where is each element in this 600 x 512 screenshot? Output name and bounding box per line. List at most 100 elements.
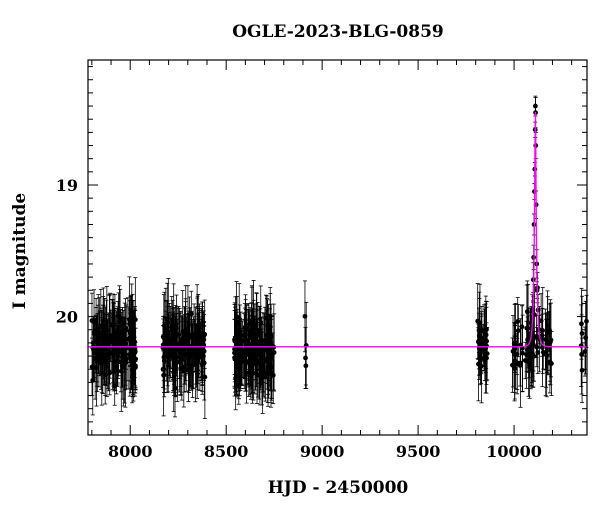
data-marker [89, 318, 95, 324]
data-marker [255, 328, 261, 334]
data-marker [113, 346, 119, 352]
data-point [111, 308, 117, 364]
data-point [252, 315, 258, 395]
data-marker [233, 349, 239, 354]
data-marker [123, 327, 129, 333]
data-point [101, 336, 107, 385]
data-marker [122, 352, 128, 357]
data-marker [110, 322, 116, 328]
data-marker [161, 372, 167, 378]
data-point [237, 328, 243, 385]
data-point [202, 335, 208, 419]
data-point [519, 305, 525, 349]
data-marker [132, 317, 138, 323]
data-point [524, 284, 530, 372]
data-marker [302, 313, 308, 319]
data-point [107, 294, 112, 385]
data-points [89, 95, 589, 419]
data-marker [198, 353, 204, 359]
data-marker [534, 344, 540, 350]
data-point [234, 311, 240, 365]
data-point [260, 349, 266, 393]
data-marker [548, 337, 554, 343]
data-point [534, 326, 540, 368]
data-marker [164, 331, 170, 337]
data-marker [188, 366, 193, 372]
data-marker [232, 355, 237, 361]
data-point [177, 307, 182, 393]
data-marker [303, 363, 309, 369]
x-tick-label: 8500 [204, 442, 249, 461]
data-marker [582, 349, 588, 354]
data-marker [178, 340, 184, 346]
data-marker [107, 336, 112, 342]
data-marker [128, 356, 134, 361]
plot-frame [87, 59, 588, 436]
data-point [232, 318, 237, 397]
data-marker [130, 335, 135, 341]
data-marker [543, 351, 549, 357]
data-marker [111, 333, 117, 339]
data-point [303, 346, 309, 386]
data-marker [266, 354, 272, 360]
data-point [483, 300, 489, 370]
data-marker [161, 355, 167, 361]
data-marker [132, 347, 138, 353]
data-marker [234, 335, 240, 341]
data-point [579, 337, 585, 403]
y-axis-label: I magnitude [10, 192, 30, 310]
data-marker [266, 359, 272, 364]
data-marker [547, 360, 553, 366]
data-marker [101, 358, 107, 364]
data-point [259, 328, 264, 386]
data-marker [92, 356, 98, 362]
x-tick-label: 10000 [486, 442, 542, 461]
data-marker [160, 366, 166, 372]
data-marker [520, 350, 525, 356]
x-axis-label: HJD - 2450000 [267, 478, 409, 498]
data-marker [99, 323, 105, 329]
x-tick-label: 9500 [396, 442, 441, 461]
data-point [515, 297, 521, 346]
data-marker [96, 334, 102, 340]
data-point [524, 280, 530, 343]
data-marker [253, 370, 258, 376]
data-marker [237, 354, 243, 359]
data-marker [90, 377, 96, 383]
data-marker [530, 351, 535, 357]
data-point [118, 309, 123, 373]
data-marker [118, 338, 123, 344]
data-point [96, 297, 102, 377]
data-marker [579, 367, 585, 373]
data-point [478, 326, 484, 375]
data-point [582, 326, 588, 377]
data-marker [525, 347, 531, 353]
data-point [530, 331, 535, 377]
data-point [253, 356, 258, 391]
data-marker [260, 374, 266, 379]
data-point [525, 331, 531, 369]
data-point [94, 315, 100, 387]
data-marker [243, 332, 248, 338]
data-marker [198, 337, 204, 343]
data-marker [524, 309, 530, 315]
data-marker [167, 353, 173, 359]
data-point [545, 290, 550, 376]
data-point [160, 350, 166, 388]
data-marker [94, 348, 100, 354]
data-point [239, 336, 245, 386]
data-marker [194, 326, 200, 332]
data-point [182, 308, 188, 358]
data-marker [259, 354, 264, 360]
data-point [122, 323, 128, 386]
y-tick-label: 19 [56, 176, 78, 195]
chart-title: OGLE-2023-BLG-0859 [232, 22, 444, 42]
data-point [164, 306, 170, 362]
data-point [130, 313, 135, 362]
data-marker [512, 366, 517, 371]
data-marker [123, 356, 129, 362]
data-marker [478, 348, 484, 353]
data-point [543, 312, 549, 396]
data-marker [545, 330, 550, 336]
data-marker [250, 348, 256, 353]
